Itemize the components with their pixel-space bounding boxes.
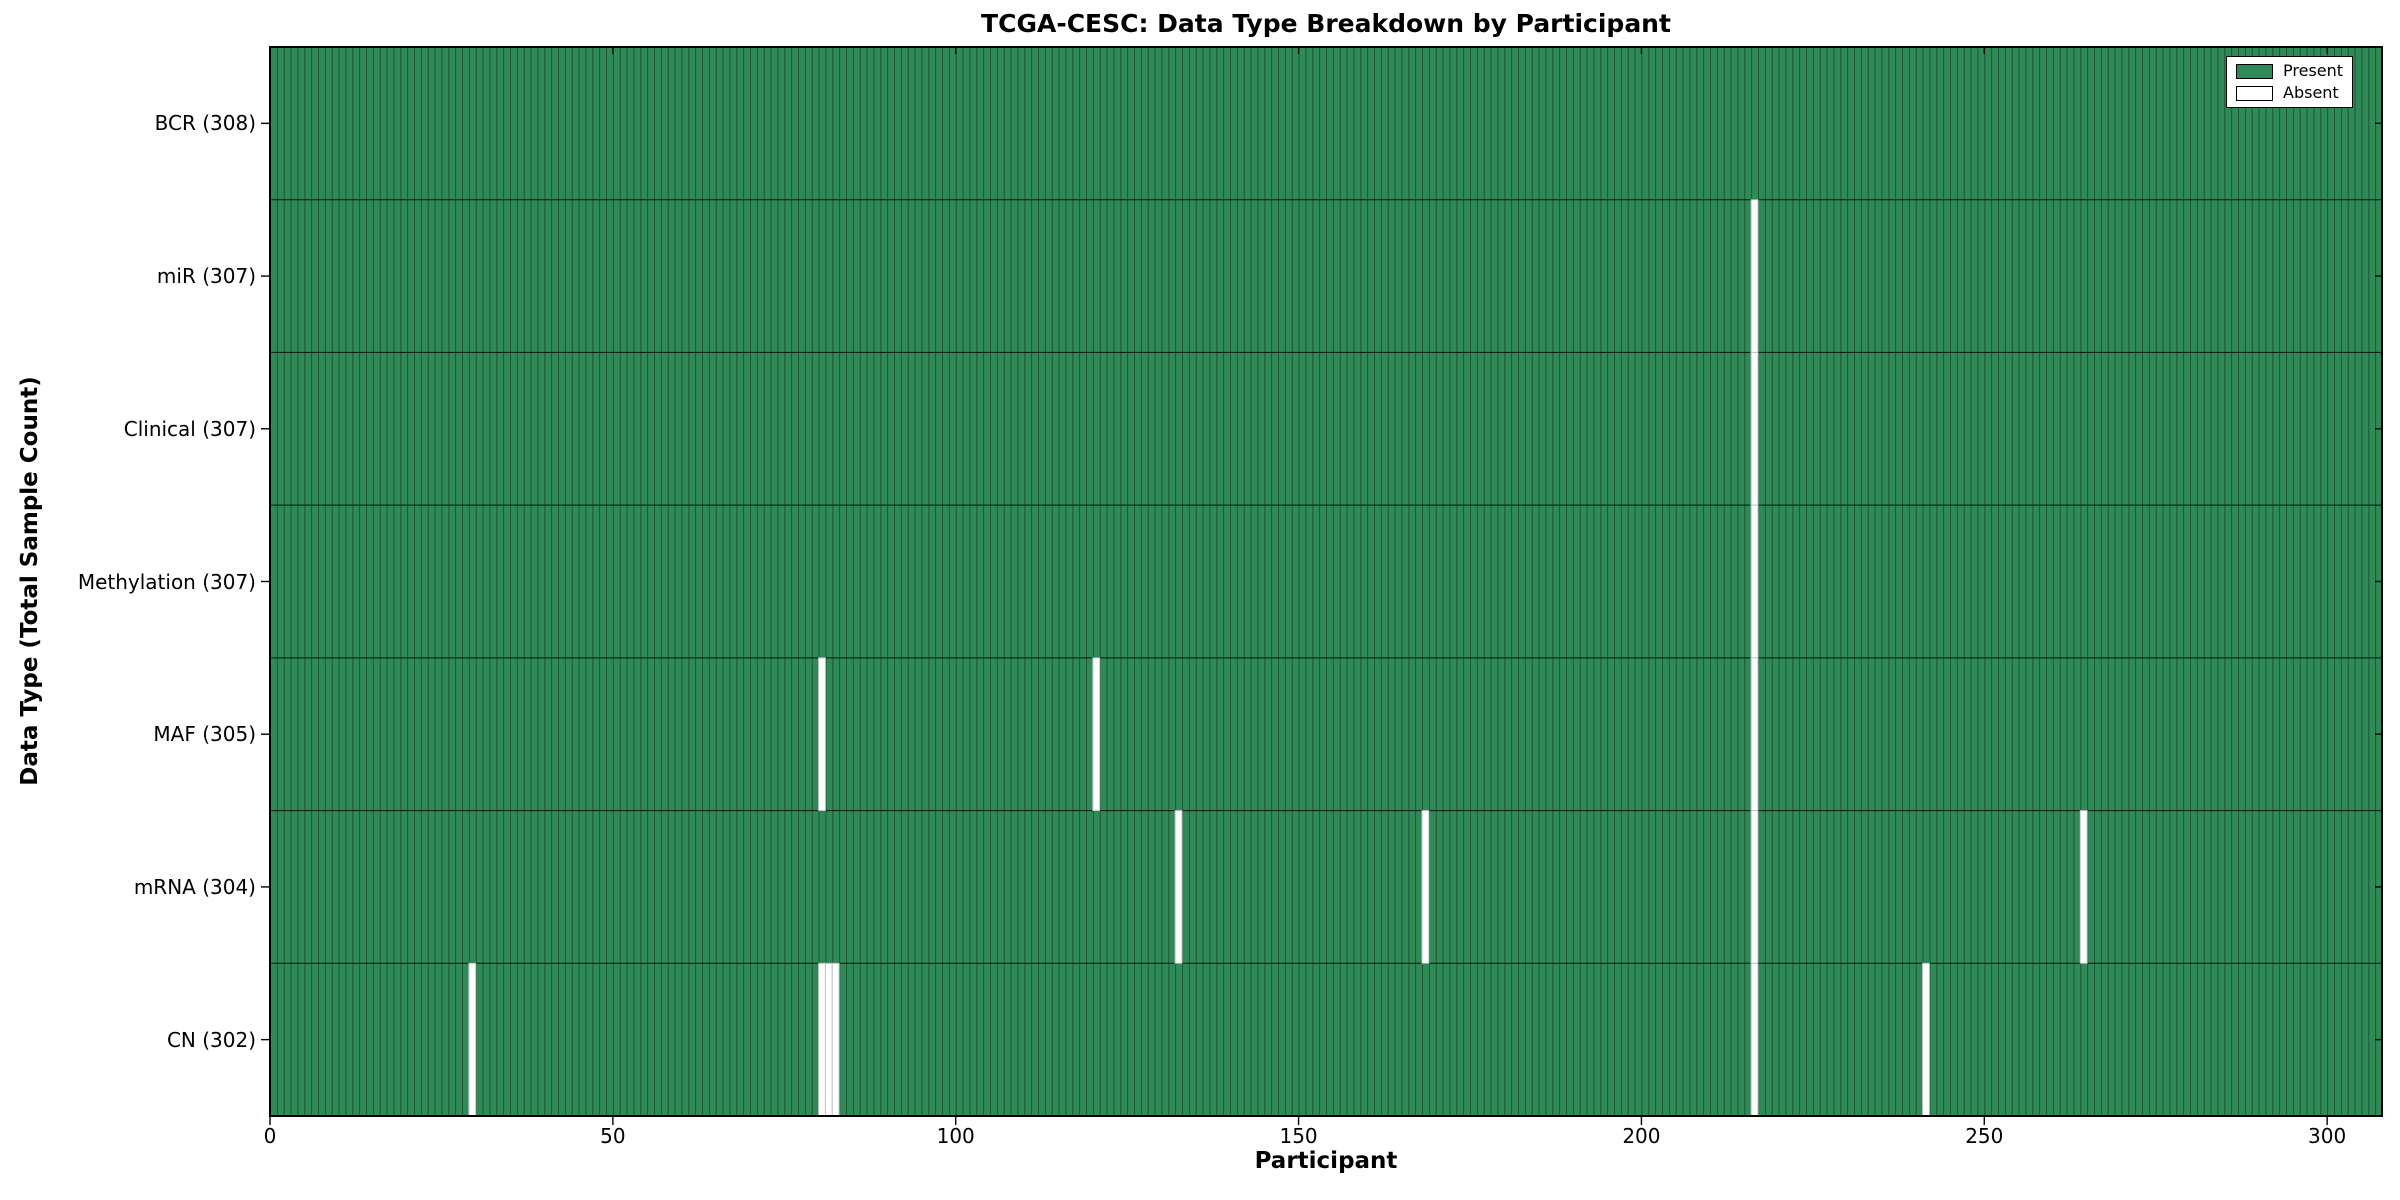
present-bars	[270, 47, 2382, 1116]
x-tick-label: 0	[263, 1124, 277, 1148]
x-tick-label: 250	[1965, 1124, 2004, 1148]
absent-bar	[1092, 657, 1101, 812]
y-tick-label: Methylation (307)	[77, 569, 256, 594]
y-tick-label: mRNA (304)	[133, 874, 256, 899]
absent-bar	[1750, 962, 1759, 1117]
y-tick-label: BCR (308)	[154, 111, 256, 136]
x-tick-label: 200	[1622, 1124, 1661, 1148]
legend-item: Absent	[2236, 85, 2343, 101]
absent-bar	[1750, 657, 1759, 812]
legend-label: Absent	[2283, 83, 2339, 102]
x-tick-label: 50	[600, 1124, 626, 1148]
absent-bar	[818, 657, 826, 812]
absent-bar	[818, 962, 826, 1117]
absent-bar	[1750, 504, 1759, 659]
y-tick-label: MAF (305)	[153, 722, 256, 747]
x-tick-label: 150	[1279, 1124, 1318, 1148]
absent-bar	[1750, 810, 1759, 964]
x-axis-label: Participant	[1254, 1148, 1398, 1174]
absent-bar	[1174, 810, 1183, 964]
absent-bar	[1922, 962, 1930, 1117]
absent-bar	[831, 962, 840, 1117]
absent-bar	[2079, 810, 2088, 964]
legend: Present Absent	[2226, 56, 2354, 108]
absent-bar	[468, 962, 477, 1117]
chart-title: TCGA-CESC: Data Type Breakdown by Partic…	[981, 9, 1671, 38]
legend-swatch	[2236, 63, 2273, 79]
x-tick-label: 300	[2308, 1124, 2347, 1148]
x-tick-label: 100	[936, 1124, 975, 1148]
legend-swatch	[2236, 85, 2273, 101]
absent-bar	[1421, 810, 1430, 964]
y-tick-label: Clinical (307)	[123, 416, 256, 441]
y-tick-label: CN (302)	[166, 1027, 256, 1052]
absent-bar	[824, 962, 833, 1117]
legend-item: Present	[2236, 63, 2343, 79]
legend-label: Present	[2283, 61, 2344, 80]
absent-bar	[1750, 351, 1759, 506]
y-tick-label: miR (307)	[156, 264, 256, 289]
absent-bar	[1750, 199, 1759, 353]
plot-border	[269, 46, 2383, 1117]
